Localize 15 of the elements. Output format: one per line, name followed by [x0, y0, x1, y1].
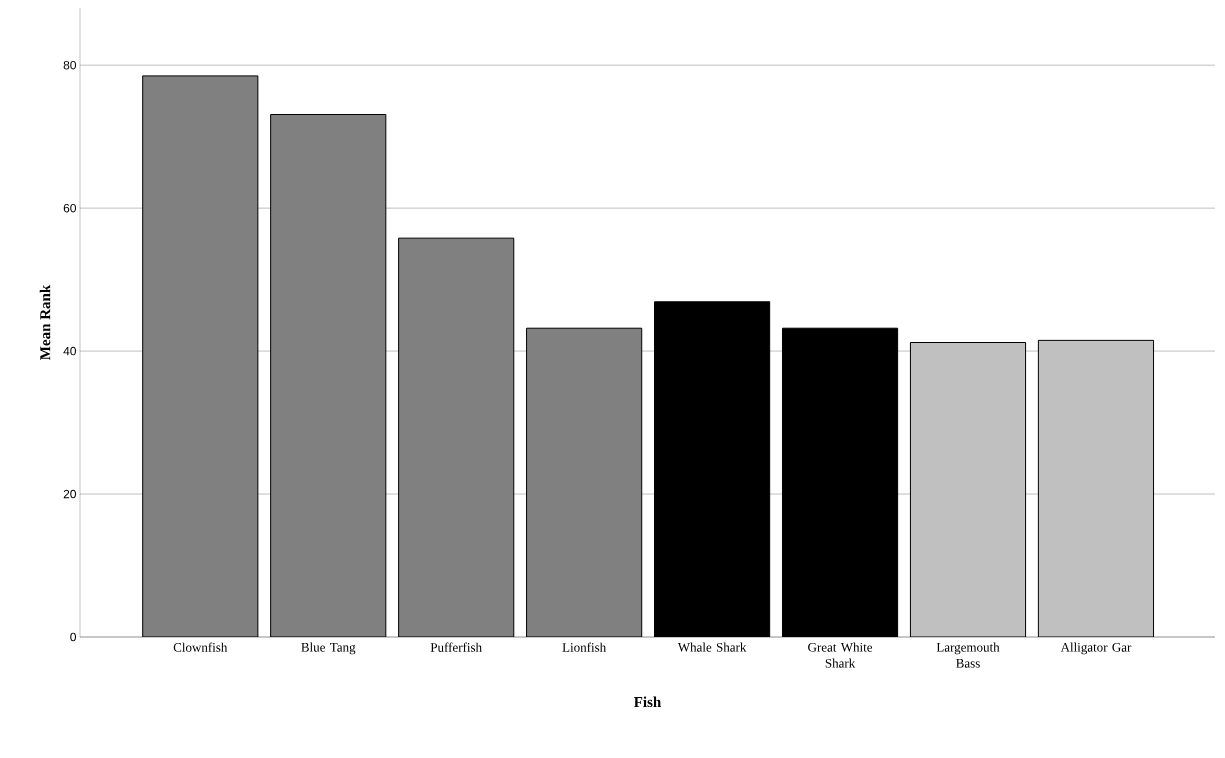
x-tick-label: Whale Shark: [677, 642, 747, 652]
x-tick-label: Blue Tang: [301, 642, 356, 655]
y-tick-label: 80: [63, 60, 77, 70]
y-tick-label: 40: [63, 346, 77, 356]
x-tick-label: Pufferfish: [430, 642, 482, 652]
x-tick-label: Alligator Gar: [1060, 642, 1132, 655]
x-axis-title: Fish: [633, 696, 662, 708]
y-tick-label: 0: [70, 632, 77, 642]
x-tick-label: Clownfish: [173, 642, 228, 652]
x-tick-label: Great White Shark: [808, 642, 873, 668]
x-tick-label: Largemouth Bass: [936, 642, 1000, 668]
y-tick-label: 20: [63, 489, 77, 499]
y-axis-title: Mean Rank: [39, 284, 51, 360]
x-tick-label: Lionfish: [562, 642, 606, 652]
y-tick-label: 60: [63, 203, 77, 213]
